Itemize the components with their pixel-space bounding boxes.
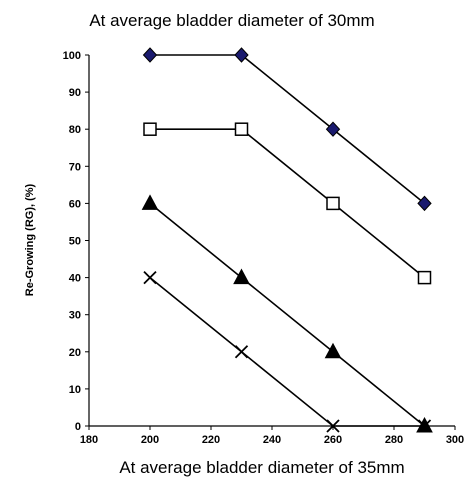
y-tick-label: 90 <box>69 87 81 99</box>
series-line-3 <box>149 202 426 427</box>
x-axis-label: At average bladder diameter of 35mm <box>119 458 404 477</box>
y-tick-label: 70 <box>69 161 81 173</box>
series-1-point <box>142 47 158 63</box>
x-tick-label: 260 <box>324 434 342 446</box>
x-tick-label: 220 <box>202 434 220 446</box>
x-tick-label: 300 <box>446 434 464 446</box>
y-tick-label: 40 <box>69 273 81 285</box>
x-tick-label: 280 <box>385 434 403 446</box>
y-tick-label: 30 <box>69 310 81 322</box>
y-axis-label: Re-Growing (RG), (%) <box>24 183 36 296</box>
y-ticks: 0 10 20 30 40 50 60 70 80 90 100 <box>63 50 89 433</box>
series-2-point <box>143 122 157 136</box>
series-1-point <box>325 121 341 137</box>
series-markers <box>141 47 433 433</box>
series-2-point <box>417 270 432 285</box>
y-tick-label: 80 <box>69 124 81 136</box>
series-3-point <box>324 342 342 359</box>
y-tick-label: 20 <box>69 347 81 359</box>
y-tick-label: 10 <box>69 384 81 396</box>
series-4-point <box>234 345 249 359</box>
x-tick-label: 240 <box>263 434 281 446</box>
series-4-point <box>143 270 157 285</box>
y-tick-label: 100 <box>63 50 81 62</box>
y-tick-label: 60 <box>69 198 81 210</box>
chart-title: At average bladder diameter of 30mm <box>89 11 374 30</box>
series-line-4 <box>149 276 425 427</box>
series-2-point <box>234 122 249 136</box>
series-line-2 <box>150 128 426 279</box>
x-tick-label: 200 <box>141 434 159 446</box>
series-3-point <box>141 194 159 210</box>
y-tick-label: 0 <box>75 421 81 433</box>
series-4-point <box>326 419 340 433</box>
series-1-point <box>234 47 249 63</box>
x-tick-label: 180 <box>80 434 98 446</box>
series-line-1 <box>150 54 426 205</box>
series-lines <box>149 54 426 427</box>
series-3-point <box>233 268 250 285</box>
series-2-point <box>326 196 340 211</box>
series-1-point <box>417 195 432 212</box>
y-tick-label: 50 <box>69 236 81 248</box>
series-4-point <box>417 419 432 433</box>
x-ticks: 180 200 220 240 260 280 300 <box>80 426 464 446</box>
